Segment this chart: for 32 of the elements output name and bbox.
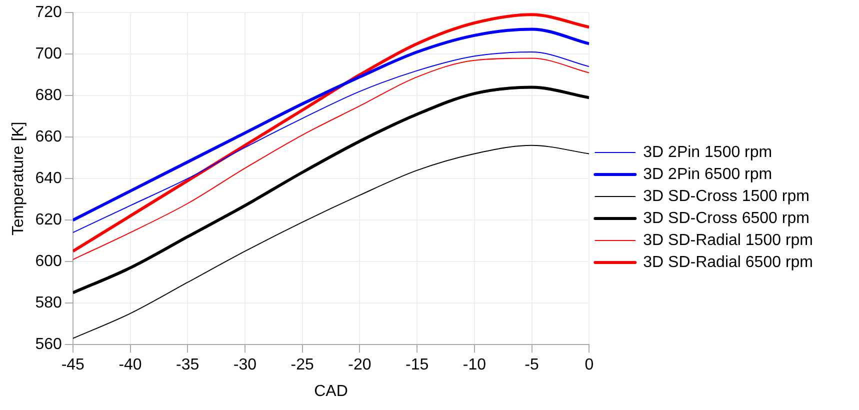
y-tick-label: 620 (35, 212, 62, 229)
x-axis-title: CAD (314, 382, 348, 400)
line-series (72, 144, 590, 339)
line-series (72, 28, 590, 222)
y-tick-label: 580 (35, 294, 62, 312)
legend-label: 3D 2Pin 1500 rpm (643, 144, 788, 161)
y-tick-label: 720 (35, 4, 62, 22)
legend-label: 3D SD-Cross 6500 rpm (643, 210, 826, 227)
legend-label: 3D SD-Radial 1500 rpm (643, 232, 830, 249)
y-tick-label: 680 (35, 87, 62, 104)
x-tick-label: -25 (290, 356, 314, 374)
y-tick-label: 700 (35, 46, 62, 63)
x-tick-label: -35 (176, 356, 200, 374)
legend-label: 3D SD-Cross 1500 rpm (643, 188, 826, 205)
x-tick-label: -15 (406, 356, 429, 374)
y-axis-title: Temperature [K] (10, 122, 28, 236)
legend-label: 3D 2Pin 6500 rpm (643, 166, 788, 183)
x-tick-label: -30 (233, 356, 257, 374)
y-tick-label: 660 (35, 128, 62, 146)
y-tick-label: 640 (35, 170, 62, 188)
x-tick-label: -10 (462, 356, 486, 374)
x-tick-label: -40 (118, 356, 142, 374)
legend-label: 3D SD-Radial 6500 rpm (643, 254, 830, 271)
y-tick-label: 560 (35, 336, 62, 354)
line-series (72, 58, 590, 260)
x-tick-label: -20 (348, 356, 372, 374)
x-tick-label: -5 (524, 356, 539, 374)
line-series (72, 52, 590, 234)
x-tick-label: 0 (584, 356, 594, 374)
line-series (72, 86, 590, 294)
x-tick-label: -45 (61, 356, 85, 374)
y-tick-label: 600 (35, 253, 62, 270)
